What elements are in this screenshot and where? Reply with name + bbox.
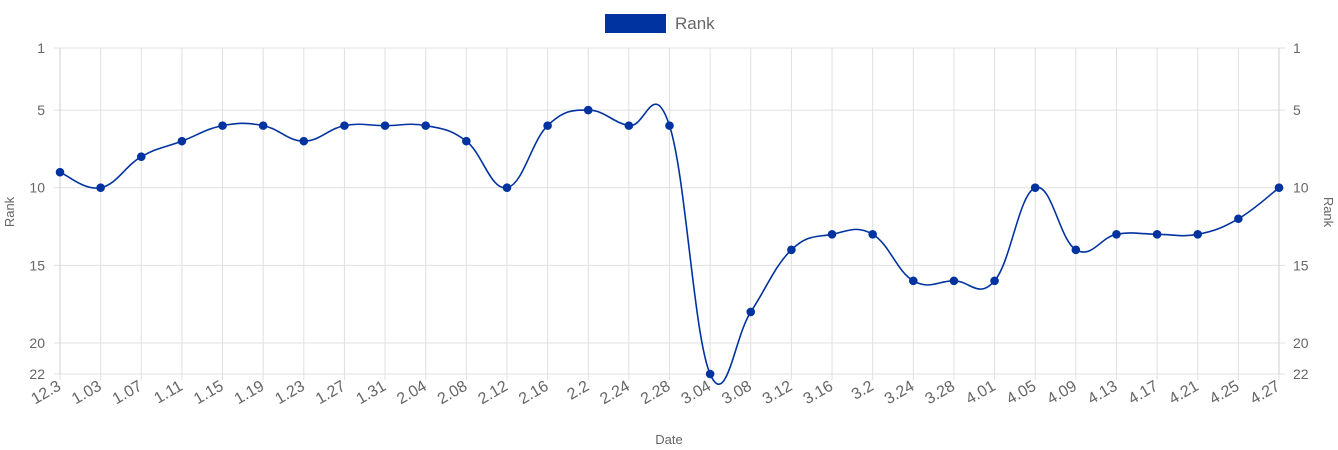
x-tick-label: 3.16 [801,378,837,408]
y-tick-label-left: 10 [29,180,45,196]
y-tick-label-left: 15 [29,257,45,273]
y-tick-label-right: 5 [1293,102,1301,118]
x-tick-label: 2.2 [564,378,592,404]
data-point[interactable] [705,369,715,379]
x-tick-label: 1.07 [110,378,146,408]
data-point[interactable] [665,121,674,130]
x-axis: 12.3 1.03 1.07 1.11 1.15 1.19 1.23 1.27 1.31 2.04… [29,378,1284,408]
data-point[interactable] [1071,245,1081,255]
legend[interactable]: Rank [605,14,715,33]
data-point[interactable] [624,121,634,130]
x-tick-label: 4.05 [1004,378,1040,408]
grid [54,47,1285,380]
x-tick-label: 3.24 [882,378,918,408]
data-point[interactable] [1112,229,1121,239]
x-tick-label: 12.3 [29,378,65,408]
y-tick-label-left: 5 [37,102,45,118]
legend-label[interactable]: Rank [675,14,715,33]
x-tick-label: 4.25 [1207,378,1243,408]
x-tick-label: 3.12 [760,378,796,408]
data-point[interactable] [258,121,268,130]
data-point[interactable] [1193,229,1203,239]
data-point[interactable] [1152,229,1162,239]
x-tick-label: 4.21 [1166,378,1202,408]
x-tick-label: 4.01 [963,378,999,408]
data-point[interactable] [136,152,146,161]
x-tick-label: 1.23 [272,378,308,408]
x-tick-label: 2.12 [475,378,511,408]
data-point[interactable] [1030,183,1040,193]
data-point[interactable] [96,183,105,193]
rank-series-line [59,103,1280,385]
x-tick-label: 2.04 [394,378,430,408]
y-tick-label-right: 22 [1293,366,1309,382]
x-tick-label: 2.08 [435,378,471,408]
y-tick-label-right: 10 [1293,180,1309,196]
x-tick-label: 4.13 [1085,378,1121,408]
legend-swatch[interactable] [605,14,666,33]
data-point[interactable] [949,276,959,286]
y-tick-label-left: 1 [37,40,45,56]
data-point[interactable] [421,121,431,130]
y-tick-label-left: 22 [29,366,45,382]
x-tick-label: 2.16 [516,378,552,408]
rank-series-points [55,105,1284,379]
x-tick-label: 2.28 [638,378,674,408]
y-axis-title-left: Rank [2,196,17,227]
x-tick-label: 3.04 [679,378,715,408]
x-tick-label: 4.27 [1248,378,1284,408]
data-point[interactable] [909,276,918,286]
data-point[interactable] [1234,214,1243,224]
data-point[interactable] [502,183,512,193]
x-tick-label: 4.17 [1126,378,1162,408]
data-point[interactable] [55,167,65,177]
x-tick-label: 1.27 [313,378,349,408]
x-tick-label: 4.09 [1044,378,1080,408]
y-tick-label-right: 15 [1293,257,1309,273]
x-tick-label: 2.24 [597,378,633,408]
y-tick-label-right: 20 [1293,335,1309,351]
data-point[interactable] [990,276,999,286]
data-point[interactable] [462,136,471,146]
y-tick-label-right: 1 [1293,40,1301,56]
x-tick-label: 1.03 [69,378,105,408]
data-point[interactable] [787,245,796,255]
x-tick-label: 1.15 [191,378,227,408]
x-tick-label: 3.08 [719,378,755,408]
y-axis-title-right: Rank [1321,197,1336,228]
data-point[interactable] [177,136,187,146]
y-tick-label-left: 20 [29,335,45,351]
data-point[interactable] [746,307,756,317]
data-point[interactable] [380,121,390,130]
data-point[interactable] [827,229,837,239]
x-axis-title: Date [655,432,682,447]
x-tick-label: 3.28 [922,378,958,408]
x-tick-label: 1.11 [151,378,186,408]
data-point[interactable] [868,229,877,239]
x-tick-label: 1.19 [232,378,268,408]
x-tick-label: 3.2 [849,378,877,404]
data-point[interactable] [583,105,593,115]
data-point[interactable] [299,136,309,146]
x-tick-label: 1.31 [354,378,390,408]
data-point[interactable] [340,121,349,130]
data-point[interactable] [543,121,552,130]
data-point[interactable] [218,121,227,130]
data-point[interactable] [1274,183,1284,193]
